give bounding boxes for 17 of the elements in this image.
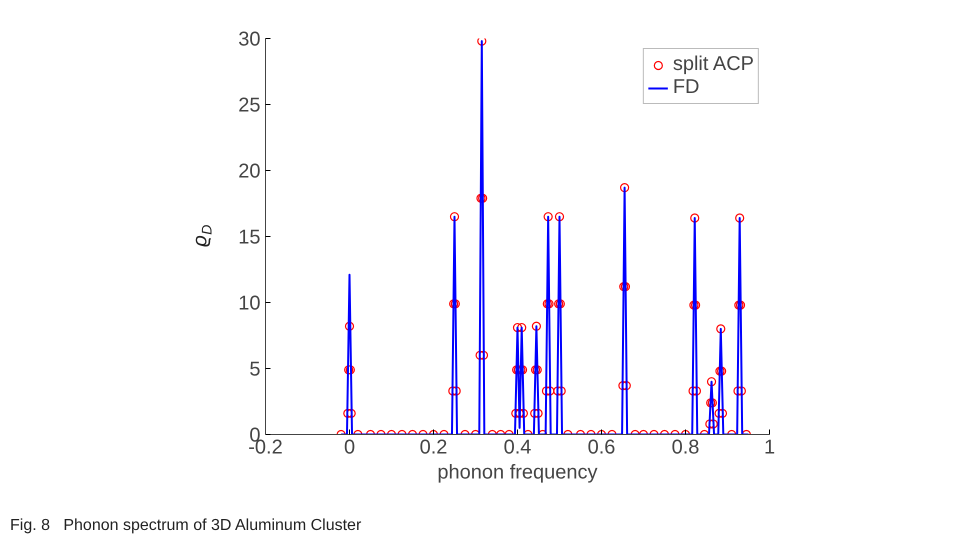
y-tick-label: 25 <box>238 94 261 116</box>
x-axis-title: phonon frequency <box>437 462 598 484</box>
y-tick-label: 10 <box>238 292 261 314</box>
y-tick-label: 5 <box>249 358 260 380</box>
y-axis-title: ϱD <box>189 224 214 247</box>
x-tick-label: 0.8 <box>672 436 700 458</box>
y-tick-label: 20 <box>238 160 261 182</box>
x-tick-label: 0.2 <box>420 436 448 458</box>
x-tick-label: 0 <box>344 436 356 458</box>
y-tick-label: 15 <box>238 226 261 248</box>
legend-label: split ACP <box>672 53 754 76</box>
caption: Fig. 8 Phonon spectrum of 3D Aluminum Cluster <box>10 516 362 536</box>
x-tick-label: 0.6 <box>588 436 616 458</box>
x-tick-label: 1 <box>764 436 776 458</box>
x-tick-label: 0.4 <box>504 436 532 458</box>
y-tick-label: 30 <box>238 28 261 50</box>
legend-label: FD <box>672 76 700 99</box>
